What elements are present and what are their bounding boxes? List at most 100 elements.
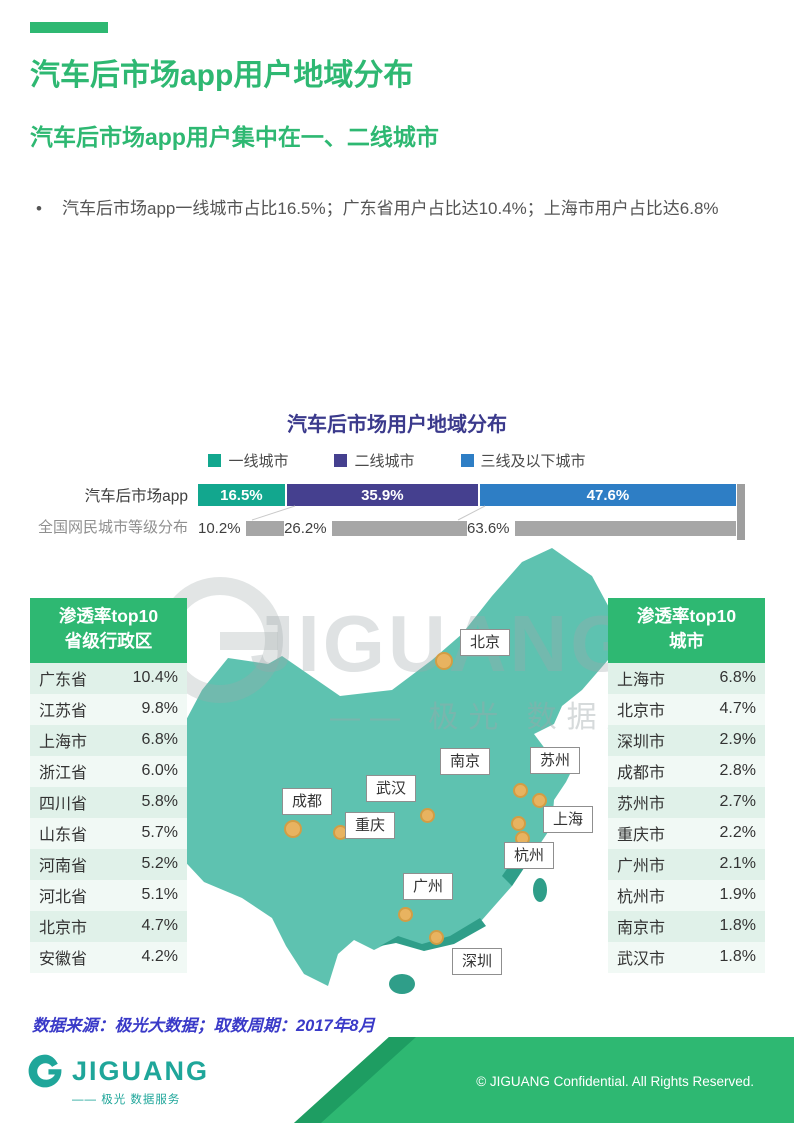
city-marker-nanjing xyxy=(513,783,528,798)
table-row: 浙江省 6.0% xyxy=(30,755,187,787)
table-row: 广东省 10.4% xyxy=(30,662,187,694)
logo-subtext: —— 极光 数据服务 xyxy=(72,1094,181,1106)
city-marker-suzhou xyxy=(532,793,547,808)
table-row: 北京市 4.7% xyxy=(30,910,187,942)
row-value: 5.2% xyxy=(141,855,178,873)
gray-bar xyxy=(331,520,467,536)
row-name: 杭州市 xyxy=(617,889,666,907)
accent-rule xyxy=(30,22,108,33)
table-row: 杭州市 1.9% xyxy=(608,879,765,911)
tier1-swatch-icon xyxy=(208,454,222,467)
row-name: 河南省 xyxy=(39,858,88,876)
legend-label: 一线城市 xyxy=(228,453,289,470)
legend-label: 二线城市 xyxy=(354,453,415,470)
taiwan-island xyxy=(533,878,547,902)
row-value: 2.1% xyxy=(719,855,756,873)
city-penetration-table: 渗透率top10 城市 上海市 6.8% 北京市 4.7% 深圳市 2.9% 成都市 2… xyxy=(608,598,765,973)
table-row: 山东省 5.7% xyxy=(30,817,187,849)
segment-value: 16.5% xyxy=(220,486,263,504)
row-value: 6.8% xyxy=(141,731,178,749)
table-row: 深圳市 2.9% xyxy=(608,724,765,756)
province-penetration-table: 渗透率top10 省级行政区 广东省 10.4% 江苏省 9.8% 上海市 6.8% … xyxy=(30,598,187,973)
row-name: 上海市 xyxy=(617,672,666,690)
segment-value: 10.2% xyxy=(198,519,241,537)
segment-value: 26.2% xyxy=(284,519,327,537)
table-row: 河北省 5.1% xyxy=(30,879,187,911)
row-name: 河北省 xyxy=(39,889,88,907)
row-name: 北京市 xyxy=(39,920,88,938)
legend-item-tier1: 一线城市 xyxy=(208,450,288,471)
table-row: 北京市 4.7% xyxy=(608,693,765,725)
table-header: 渗透率top10 城市 xyxy=(608,598,765,663)
city-marker-guangzhou xyxy=(398,907,413,922)
table-title-line1: 渗透率top10 xyxy=(636,606,737,626)
table-row: 武汉市 1.8% xyxy=(608,941,765,973)
city-marker-wuhan xyxy=(420,808,435,823)
table-row: 江苏省 9.8% xyxy=(30,693,187,725)
page-subtitle: 汽车后市场app用户集中在一、二线城市 xyxy=(30,124,439,150)
row-value: 4.2% xyxy=(141,948,178,966)
city-label-chengdu: 成都 xyxy=(282,788,333,815)
row-value: 2.7% xyxy=(719,793,756,811)
row-value: 6.8% xyxy=(719,669,756,687)
city-marker-chengdu xyxy=(284,820,302,838)
row-value: 1.8% xyxy=(719,917,756,935)
tier3-swatch-icon xyxy=(460,454,474,467)
table-title-line2: 省级行政区 xyxy=(64,631,153,652)
table-row: 成都市 2.8% xyxy=(608,755,765,787)
key-finding-bullet: • 汽车后市场app一线城市占比16.5%；广东省用户占比达10.4%；上海市用… xyxy=(36,196,736,222)
city-marker-beijing xyxy=(435,652,453,670)
region-south-dark xyxy=(380,918,486,951)
row-name: 广东省 xyxy=(39,672,88,690)
segment-value: 63.6% xyxy=(466,519,510,537)
row-name: 南京市 xyxy=(617,920,666,938)
row-name: 上海市 xyxy=(39,734,88,752)
gray-bar xyxy=(245,520,285,536)
legend-item-tier2: 二线城市 xyxy=(334,450,415,471)
row-value: 5.7% xyxy=(141,824,178,842)
row-name: 安徽省 xyxy=(39,951,88,969)
legend-label: 三线及以下城市 xyxy=(480,453,586,470)
bar-row-label: 全国网民城市等级分布 xyxy=(37,518,188,536)
gray-bar xyxy=(514,520,736,536)
table-row: 上海市 6.8% xyxy=(30,724,187,756)
bullet-marker: • xyxy=(36,199,42,218)
table-title-line2: 城市 xyxy=(669,631,704,652)
city-label-shenzhen: 深圳 xyxy=(452,948,503,975)
row-name: 北京市 xyxy=(617,703,666,721)
city-label-shanghai: 上海 xyxy=(543,806,594,833)
gray-group-tier2: 26.2% xyxy=(284,518,467,538)
row-name: 重庆市 xyxy=(617,827,666,845)
chart-legend: 一线城市 二线城市 三线及以下城市 xyxy=(0,450,794,471)
data-source-note: 数据来源：极光大数据；取数周期：2017年8月 xyxy=(32,1017,375,1035)
city-label-beijing: 北京 xyxy=(460,629,511,656)
row-value: 6.0% xyxy=(141,762,178,780)
row-value: 1.9% xyxy=(719,886,756,904)
city-marker-shanghai xyxy=(511,816,526,831)
segment-tier2: 35.9% xyxy=(286,484,480,506)
row-name: 山东省 xyxy=(39,827,88,845)
segment-value: 47.6% xyxy=(586,486,630,504)
copyright-text: © JIGUANG Confidential. All Rights Reser… xyxy=(476,1074,754,1089)
bar-connector-lines xyxy=(251,505,486,521)
gray-group-tier3: 63.6% xyxy=(467,518,736,538)
city-marker-shenzhen xyxy=(429,930,444,945)
row-value: 5.1% xyxy=(141,886,178,904)
row-name: 广州市 xyxy=(617,858,666,876)
gray-group-tier1: 10.2% xyxy=(198,518,285,538)
row-value: 4.7% xyxy=(719,700,756,718)
row-value: 5.8% xyxy=(141,793,178,811)
bullet-text: 汽车后市场app一线城市占比16.5%；广东省用户占比达10.4%；上海市用户占… xyxy=(62,199,719,218)
stacked-bar-chart: 汽车后市场app 16.5% 35.9% 47.6% 全国网民城市等级分布 10… xyxy=(30,484,736,538)
tier2-swatch-icon xyxy=(334,454,348,467)
logo-text: JIGUANG xyxy=(72,1055,210,1086)
legend-item-tier3: 三线及以下城市 xyxy=(460,450,586,471)
bar-track: 16.5% 35.9% 47.6% xyxy=(198,484,736,506)
row-name: 浙江省 xyxy=(39,765,88,783)
row-value: 2.9% xyxy=(719,731,756,749)
city-label-guangzhou: 广州 xyxy=(403,873,454,900)
table-row: 苏州市 2.7% xyxy=(608,786,765,818)
bar-row-app: 汽车后市场app 16.5% 35.9% 47.6% xyxy=(30,484,736,506)
segment-tier1: 16.5% xyxy=(198,484,287,506)
